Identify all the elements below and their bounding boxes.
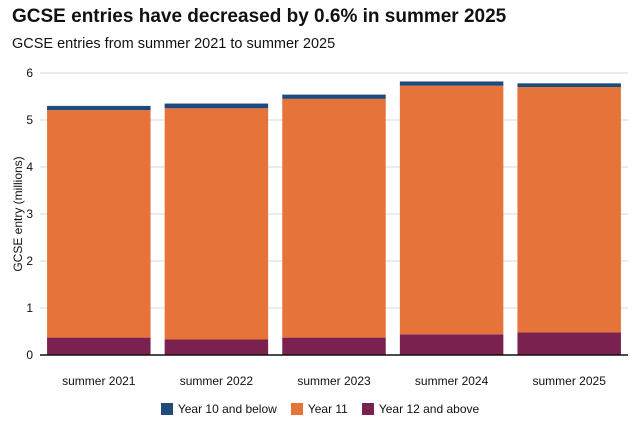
- bar-segment-year-10-and-below: [164, 103, 269, 109]
- y-axis-label: GCSE entry (millions): [11, 156, 25, 271]
- bar-segment-year-12-and-above: [47, 337, 151, 355]
- bar-chart: 0 1 2 3 4 5 6 summer 2021 summer 2022 summer 2023…: [11, 66, 628, 388]
- bar-segment-year-12-and-above: [517, 332, 621, 355]
- chart-title: GCSE entries have decreased by 0.6% in s…: [12, 6, 507, 27]
- bar-segment-year-11: [47, 110, 151, 338]
- legend-label-year10: Year 10 and below: [177, 402, 277, 416]
- bar-segment-year-12-and-above: [399, 334, 504, 355]
- chart-subtitle: GCSE entries from summer 2021 to summer …: [12, 36, 336, 52]
- bar-segment-year-11: [399, 85, 504, 335]
- legend: Year 10 and below Year 11 Year 12 and ab…: [0, 402, 640, 416]
- bar-segment-year-10-and-below: [399, 81, 504, 86]
- y-tick-label: 2: [26, 254, 33, 268]
- bar-segment-year-12-and-above: [282, 337, 386, 355]
- legend-item-year11: Year 11: [290, 402, 348, 416]
- x-tick-label: summer 2025: [533, 374, 607, 388]
- y-tick-label: 1: [26, 301, 33, 315]
- y-tick-label: 4: [26, 160, 33, 174]
- y-tick-label: 5: [26, 113, 33, 127]
- x-tick-label: summer 2021: [62, 374, 136, 388]
- legend-label-year11: Year 11: [307, 402, 348, 416]
- x-tick-label: summer 2023: [297, 374, 371, 388]
- y-tick-label: 0: [26, 348, 33, 362]
- bar-segment-year-10-and-below: [282, 94, 386, 99]
- bar-segment-year-12-and-above: [164, 339, 269, 355]
- legend-swatch-year11: [290, 403, 303, 415]
- legend-swatch-year12: [361, 403, 374, 415]
- x-tick-label: summer 2022: [180, 374, 254, 388]
- bar-segment-year-11: [282, 98, 386, 338]
- bar-segment-year-11: [164, 108, 269, 340]
- bar-segment-year-11: [517, 87, 621, 333]
- x-tick-label: summer 2024: [415, 374, 489, 388]
- y-tick-label: 3: [26, 207, 33, 221]
- legend-swatch-year10: [160, 403, 173, 415]
- legend-item-year12: Year 12 and above: [361, 402, 480, 416]
- legend-label-year12: Year 12 and above: [378, 402, 480, 416]
- bar-segment-year-10-and-below: [47, 105, 151, 111]
- legend-item-year10: Year 10 and below: [160, 402, 277, 416]
- bar-segment-year-10-and-below: [517, 83, 621, 88]
- y-tick-label: 6: [26, 66, 33, 80]
